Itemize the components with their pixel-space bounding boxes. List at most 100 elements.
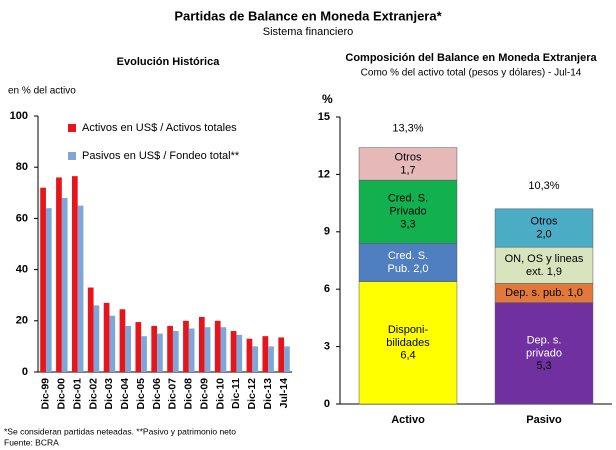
legend-label: Pasivos en US$ / Fondeo total** bbox=[82, 150, 240, 162]
segment-value: 3,3 bbox=[400, 219, 415, 231]
page-subtitle: Sistema financiero bbox=[263, 26, 354, 38]
segment-label: Cred. S. bbox=[388, 193, 428, 205]
legend-swatch bbox=[68, 124, 76, 132]
segment-value: 1,9 bbox=[547, 266, 562, 278]
bar bbox=[103, 302, 110, 372]
segment-name: Pub. bbox=[388, 263, 411, 275]
legend-label: Activos en US$ / Activos totales bbox=[82, 122, 237, 134]
y-tick-label: 40 bbox=[16, 264, 28, 276]
segment-name: Disponi- bbox=[388, 324, 429, 336]
x-tick-label: Dic-06 bbox=[151, 378, 163, 410]
bar bbox=[71, 176, 78, 372]
bar-segment bbox=[494, 208, 594, 248]
bar-segment bbox=[494, 246, 594, 284]
y-tick-label: 0 bbox=[324, 398, 330, 410]
segment-value: 2,0 bbox=[536, 228, 551, 240]
y-axis-label: en % del activo bbox=[8, 86, 76, 97]
chart-subtitle: Como % del activo total (pesos y dólares… bbox=[361, 68, 582, 79]
bar-segment bbox=[358, 179, 458, 244]
bar bbox=[246, 338, 253, 372]
bar bbox=[167, 325, 173, 372]
segment-name: Otros bbox=[395, 151, 422, 163]
segment-label: bilidades bbox=[386, 337, 430, 349]
bar bbox=[284, 346, 290, 372]
y-tick-label: 20 bbox=[16, 315, 28, 327]
segment-name: Otros bbox=[531, 215, 558, 227]
segment-name: Dep. s. pub. bbox=[505, 287, 564, 299]
y-axis-label: % bbox=[322, 92, 333, 106]
bar bbox=[125, 325, 132, 372]
bar bbox=[87, 287, 94, 372]
segment-label: Dep. s. bbox=[527, 334, 562, 346]
bar bbox=[198, 316, 205, 372]
bar bbox=[214, 320, 221, 372]
x-tick-label: Dic-08 bbox=[183, 378, 195, 410]
x-tick-label: Dic-13 bbox=[262, 378, 274, 410]
bar bbox=[135, 322, 142, 372]
segment-label: Disponi- bbox=[388, 324, 429, 336]
y-tick-label: 12 bbox=[318, 168, 330, 180]
chart-title: Evolución Histórica bbox=[117, 56, 221, 68]
segment-value: 5,3 bbox=[536, 360, 551, 372]
total-label: 13,3% bbox=[392, 122, 423, 134]
x-tick-label: Dic-05 bbox=[135, 378, 147, 410]
segment-name: privado bbox=[526, 347, 562, 359]
x-tick-label: Dic-03 bbox=[103, 378, 115, 410]
segment-label: Otros bbox=[531, 215, 558, 227]
bar bbox=[151, 325, 158, 372]
segment-name: Privado bbox=[389, 206, 426, 218]
bar bbox=[268, 346, 274, 372]
bar bbox=[220, 327, 227, 372]
bar bbox=[230, 331, 237, 372]
page-title: Partidas de Balance en Moneda Extranjera… bbox=[174, 8, 442, 23]
bar bbox=[262, 336, 269, 372]
segment-name: bilidades bbox=[386, 337, 430, 349]
y-tick-label: 0 bbox=[22, 366, 28, 378]
segment-value: 1,7 bbox=[400, 164, 415, 176]
segment-label: Pub. 2,0 bbox=[388, 263, 429, 275]
bar-segment bbox=[358, 281, 458, 405]
bar bbox=[172, 331, 179, 372]
segment-value: 1,0 bbox=[568, 287, 583, 299]
segment-name: Cred. S. bbox=[388, 193, 428, 205]
x-tick-label: Dic-10 bbox=[214, 378, 226, 410]
y-tick-label: 60 bbox=[16, 212, 28, 224]
bar bbox=[183, 320, 189, 372]
segment-value: 2,0 bbox=[413, 263, 428, 275]
legend-swatch bbox=[68, 152, 76, 160]
segment-name: Dep. s. bbox=[527, 334, 562, 346]
x-tick-label: Dic-99 bbox=[40, 378, 52, 410]
x-tick-label: Dic-02 bbox=[87, 378, 99, 410]
bar bbox=[45, 208, 52, 372]
bar-segment bbox=[494, 302, 594, 405]
bar bbox=[141, 336, 147, 372]
y-tick-label: 80 bbox=[16, 161, 28, 173]
bar bbox=[40, 187, 46, 372]
bar bbox=[236, 334, 243, 372]
segment-label: ON, OS y lineas bbox=[505, 253, 584, 265]
x-tick-label: Dic-09 bbox=[198, 378, 210, 410]
bar bbox=[278, 337, 285, 372]
bar bbox=[93, 305, 100, 372]
bar bbox=[188, 328, 195, 372]
x-tick-label: Dic-00 bbox=[56, 378, 68, 410]
y-tick-label: 6 bbox=[324, 283, 330, 295]
bar-segment bbox=[358, 243, 458, 282]
x-tick-label: Jul-14 bbox=[278, 378, 290, 409]
x-tick-label: Activo bbox=[391, 414, 425, 426]
bar bbox=[61, 197, 68, 372]
bar bbox=[77, 205, 84, 372]
bar bbox=[204, 327, 211, 372]
segment-label: Dep. s. pub. 1,0 bbox=[505, 287, 583, 299]
y-tick-label: 15 bbox=[318, 111, 330, 123]
y-tick-label: 9 bbox=[324, 226, 330, 238]
segment-label: Privado bbox=[389, 206, 426, 218]
footnote: *Se consideran partidas neteadas. **Pasi… bbox=[4, 426, 236, 436]
y-tick-label: 100 bbox=[10, 110, 28, 122]
segment-label: Otros bbox=[395, 151, 422, 163]
bar-segment bbox=[358, 147, 458, 181]
segment-name: ON, OS y lineas bbox=[505, 253, 584, 265]
segment-name: Cred. S. bbox=[388, 250, 428, 262]
segment-name: ext. bbox=[526, 266, 544, 278]
segment-label: privado bbox=[526, 347, 562, 359]
